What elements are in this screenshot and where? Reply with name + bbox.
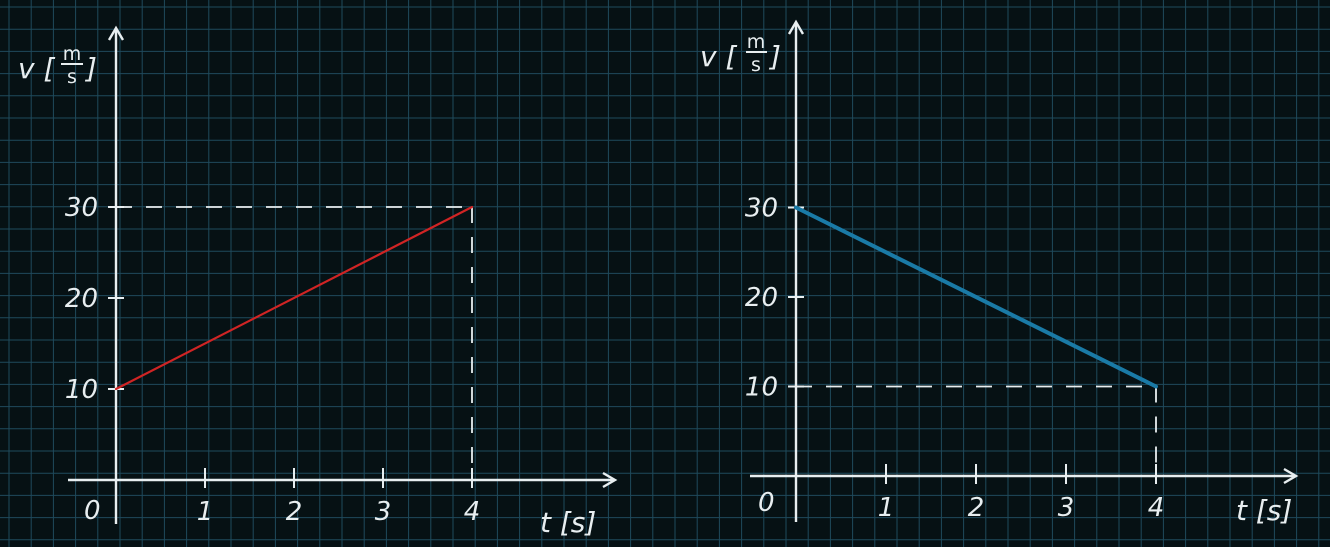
x-axis-label: t [s]	[1236, 494, 1292, 527]
x-tick-label: 4	[464, 497, 481, 527]
series	[114, 205, 474, 391]
ticks: 1 2 3 4 10 20 30	[65, 193, 480, 527]
y-axis-unit-numerator: m	[63, 43, 82, 65]
y-axis-bracket-open: [	[725, 40, 737, 73]
ticks: 1 2 3 4 10 20 30	[745, 194, 1164, 524]
y-axis-unit-denominator: s	[751, 54, 761, 76]
velocity-chart-right: 1 2 3 4 10 20 30 v [ m s ] t [s] 0	[700, 19, 1299, 527]
y-axis-bracket-close: ]	[84, 52, 97, 85]
velocity-chart-left: 1 2 3 4 10 20 30 v [ m s ] t [s] 0	[18, 25, 618, 539]
x-axis-arrowhead	[602, 471, 618, 489]
axes	[68, 25, 618, 524]
series-line	[114, 205, 474, 391]
x-tick-label: 2	[286, 497, 303, 527]
origin-label: 0	[758, 488, 775, 518]
x-tick-label: 1	[878, 493, 895, 523]
y-tick-label: 10	[65, 375, 98, 405]
y-tick-label: 30	[745, 194, 778, 224]
x-axis-arrowhead	[1283, 467, 1299, 485]
y-tick-label: 10	[745, 373, 778, 403]
y-axis-unit-denominator: s	[67, 66, 77, 88]
series-line	[794, 205, 1158, 389]
origin-label: 0	[84, 496, 101, 526]
y-axis-arrowhead	[107, 25, 125, 41]
guide-lines	[796, 385, 1157, 484]
x-tick-label: 1	[197, 497, 214, 527]
y-tick-label: 20	[65, 284, 98, 314]
y-axis-label: v [	[700, 40, 737, 73]
y-axis-label: v [	[18, 52, 55, 85]
x-tick-label: 3	[375, 497, 392, 527]
y-tick-label: 20	[745, 283, 778, 313]
y-axis-arrowhead	[787, 19, 805, 35]
x-tick-label: 2	[968, 493, 985, 523]
x-axis-label: t [s]	[540, 506, 596, 539]
y-axis-bracket-close: ]	[768, 40, 781, 73]
y-tick-label: 30	[65, 193, 98, 223]
y-axis-bracket-open: [	[43, 52, 55, 85]
y-axis-unit-numerator: m	[747, 31, 766, 53]
guide-lines	[116, 206, 473, 488]
axes	[750, 19, 1299, 522]
series	[794, 205, 1158, 389]
x-tick-label: 4	[1148, 493, 1165, 523]
y-axis-variable: v	[18, 52, 35, 85]
y-axis-variable: v	[700, 40, 717, 73]
x-tick-label: 3	[1058, 493, 1075, 523]
